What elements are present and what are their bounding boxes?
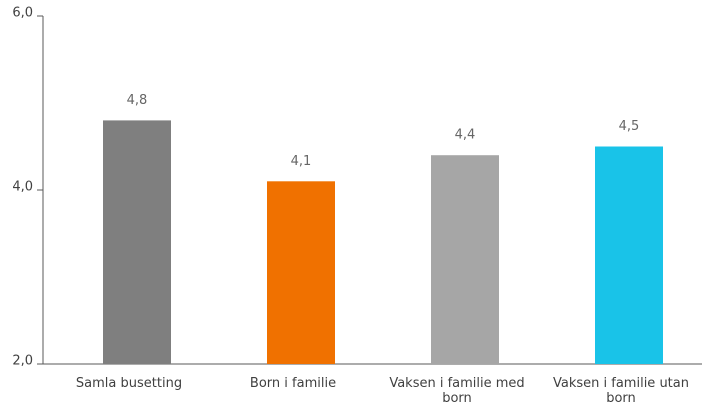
x-tick-label: Vaksen i familie med born <box>389 376 525 406</box>
x-tick-label: Vaksen i familie utan born <box>553 376 689 406</box>
value-label: 4,1 <box>291 154 312 169</box>
y-tick-label: 2,0 <box>12 354 33 369</box>
bar <box>431 155 499 364</box>
bar <box>267 181 335 364</box>
x-tick-label: Born i familie <box>249 376 337 391</box>
value-label: 4,4 <box>455 128 476 143</box>
y-tick-label: 4,0 <box>12 180 33 195</box>
y-tick-label: 6,0 <box>12 6 33 21</box>
bar <box>595 146 663 364</box>
value-label: 4,5 <box>619 119 640 134</box>
x-tick-label: Samla busetting <box>75 376 183 391</box>
bar <box>103 120 171 365</box>
value-label: 4,8 <box>127 93 148 108</box>
